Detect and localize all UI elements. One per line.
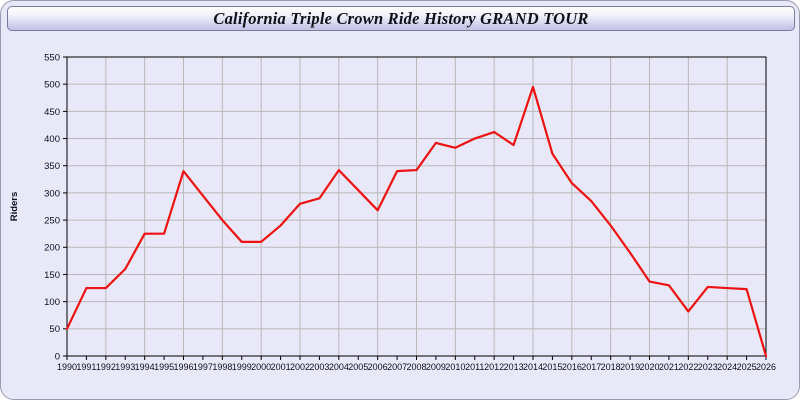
y-axis-tick-label: 500 bbox=[44, 80, 60, 91]
y-axis-tick-label: 300 bbox=[44, 188, 60, 199]
data-series-riders bbox=[65, 85, 768, 358]
x-axis-tick-label: 2022 bbox=[678, 362, 698, 372]
x-axis-tick-label: 2014 bbox=[523, 362, 543, 372]
plot-frame bbox=[66, 56, 767, 357]
x-axis-tick-label: 2021 bbox=[659, 362, 679, 372]
x-axis-tick-label: 2007 bbox=[387, 362, 407, 372]
y-axis-tick-label: 100 bbox=[44, 297, 60, 308]
x-axis-tick-label: 2003 bbox=[309, 362, 329, 372]
x-axis-tick-label: 1996 bbox=[173, 362, 193, 372]
gridlines bbox=[67, 57, 767, 356]
x-axis-tick-label: 2015 bbox=[542, 362, 562, 372]
x-axis-tick-label: 2000 bbox=[251, 362, 271, 372]
y-axis-tick-label: 50 bbox=[49, 324, 60, 335]
x-axis-tick-label: 2023 bbox=[698, 362, 718, 372]
page-title: California Triple Crown Ride History GRA… bbox=[213, 9, 589, 28]
x-axis-tick-label: 1998 bbox=[212, 362, 232, 372]
x-axis-tick-label: 2026 bbox=[756, 362, 776, 372]
x-axis-tick-label: 1995 bbox=[154, 362, 174, 372]
y-axis-title: Riders bbox=[9, 192, 20, 222]
y-axis-tick-label: 550 bbox=[44, 52, 60, 63]
x-axis-tick-label: 1990 bbox=[57, 362, 77, 372]
x-axis-tick-label: 1992 bbox=[96, 362, 116, 372]
x-axis-ticks: 1990 1991 1992 1993 1994 1995 1996 1997 1998 1999… bbox=[57, 356, 776, 372]
x-axis-tick-label: 1997 bbox=[193, 362, 213, 372]
x-axis-tick-label: 1991 bbox=[76, 362, 96, 372]
x-axis-tick-label: 2017 bbox=[581, 362, 601, 372]
x-axis-tick-label: 2004 bbox=[329, 362, 349, 372]
x-axis-tick-label: 2006 bbox=[368, 362, 388, 372]
x-axis-tick-label: 1994 bbox=[135, 362, 155, 372]
x-axis-tick-label: 2002 bbox=[290, 362, 310, 372]
x-axis-tick-label: 2024 bbox=[717, 362, 737, 372]
x-axis-tick-label: 1999 bbox=[232, 362, 252, 372]
y-axis-tick-label: 200 bbox=[44, 243, 60, 254]
x-axis-tick-label: 2010 bbox=[445, 362, 465, 372]
y-axis-ticks: 0 50 100 150 200 250 300 350 400 450 500 550 bbox=[44, 52, 67, 362]
x-axis-tick-label: 2016 bbox=[562, 362, 582, 372]
x-axis-tick-label: 2009 bbox=[426, 362, 446, 372]
y-axis-tick-label: 350 bbox=[44, 161, 60, 172]
x-axis-tick-label: 2025 bbox=[737, 362, 757, 372]
window-titlebar: California Triple Crown Ride History GRA… bbox=[7, 6, 795, 31]
x-axis-tick-label: 2013 bbox=[504, 362, 524, 372]
y-axis-tick-label: 0 bbox=[55, 351, 60, 362]
x-axis-tick-label: 2008 bbox=[406, 362, 426, 372]
x-axis-tick-label: 2020 bbox=[639, 362, 659, 372]
x-axis-tick-label: 2019 bbox=[620, 362, 640, 372]
x-axis-tick-label: 2011 bbox=[465, 362, 484, 372]
x-axis-tick-label: 2005 bbox=[348, 362, 368, 372]
x-axis-tick-label: 2001 bbox=[271, 362, 291, 372]
y-axis-tick-label: 250 bbox=[44, 215, 60, 226]
x-axis-tick-label: 2018 bbox=[601, 362, 621, 372]
plot-area: 0 50 100 150 200 250 300 350 400 450 500 550 1990 19… bbox=[1, 33, 799, 399]
y-axis-tick-label: 150 bbox=[44, 270, 60, 281]
y-axis-tick-label: 400 bbox=[44, 134, 60, 145]
x-axis-tick-label: 1993 bbox=[115, 362, 135, 372]
y-axis-tick-label: 450 bbox=[44, 107, 60, 118]
x-axis-tick-label: 2012 bbox=[484, 362, 504, 372]
